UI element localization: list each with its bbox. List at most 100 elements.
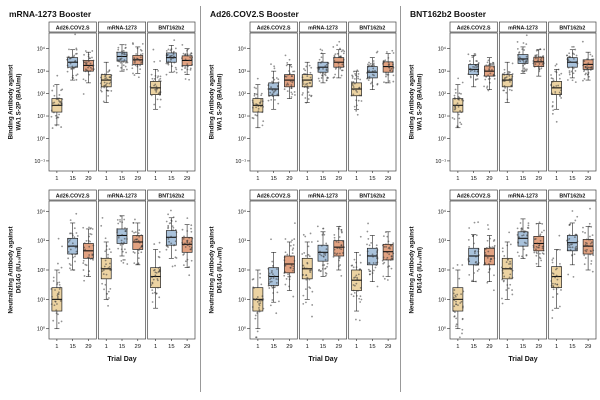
jitter-point (309, 71, 312, 74)
jitter-point (154, 274, 157, 277)
jitter-point (283, 256, 286, 259)
jitter-point (555, 71, 558, 74)
jitter-point (57, 291, 60, 294)
jitter-point (475, 234, 478, 237)
jitter-point (101, 217, 104, 219)
jitter-point (254, 114, 257, 116)
jitter-point (126, 61, 129, 64)
jitter-point (123, 218, 126, 221)
jitter-point (540, 57, 543, 60)
jitter-point (303, 266, 306, 269)
jitter-point (324, 65, 327, 67)
jitter-point (87, 66, 89, 69)
jitter-point (134, 64, 137, 67)
jitter-point (272, 273, 274, 276)
jitter-point (456, 102, 459, 105)
jitter-point (554, 70, 557, 73)
jitter-point (571, 45, 574, 48)
jitter-point (590, 65, 593, 68)
jitter-point (54, 289, 56, 291)
jitter-point (123, 248, 126, 251)
jitter-point (539, 47, 542, 50)
jitter-point (533, 251, 536, 254)
facet-header-box (147, 189, 196, 201)
jitter-point (252, 101, 254, 104)
jitter-point (70, 253, 73, 256)
jitter-point (104, 237, 107, 240)
jitter-point (566, 243, 569, 246)
jitter-point (456, 125, 459, 128)
jitter-point (290, 84, 293, 86)
jitter-point (191, 237, 194, 240)
jitter-point (581, 230, 584, 233)
jitter-point (358, 86, 361, 89)
y-tick-label: 10¹ (438, 114, 446, 120)
jitter-point (275, 77, 278, 79)
jitter-point (107, 267, 110, 269)
jitter-point (508, 276, 511, 279)
jitter-point (139, 56, 142, 59)
jitter-point (88, 270, 91, 273)
jitter-point (292, 70, 294, 73)
jitter-point (355, 266, 358, 269)
jitter-point (259, 302, 262, 305)
jitter-point (157, 75, 160, 78)
jitter-point (120, 248, 123, 251)
jitter-point (166, 54, 169, 57)
jitter-point (190, 57, 193, 60)
jitter-point (589, 207, 591, 210)
jitter-point (117, 236, 120, 239)
jitter-point (75, 74, 78, 77)
jitter-point (175, 68, 178, 71)
jitter-point (151, 289, 154, 292)
jitter-point (156, 278, 159, 280)
jitter-point (170, 242, 173, 245)
jitter-point (551, 93, 554, 96)
jitter-point (167, 213, 170, 216)
jitter-point (151, 77, 154, 80)
jitter-point (273, 67, 276, 70)
jitter-point (341, 252, 344, 254)
jitter-point (487, 89, 490, 92)
jitter-point (505, 91, 508, 94)
jitter-point (157, 267, 160, 269)
jitter-point (356, 113, 359, 116)
binding-boxplot-panel-mrna1273-booster: Binding Antibody against WA1 S-2P (BAU/ml… (8, 21, 196, 182)
jitter-point (184, 78, 187, 80)
jitter-point (159, 270, 162, 273)
jitter-point (67, 245, 70, 248)
jitter-point (153, 60, 156, 63)
jitter-point (483, 263, 485, 266)
jitter-point (165, 49, 168, 52)
jitter-point (175, 235, 178, 238)
jitter-point (382, 275, 385, 278)
y-tick-label: 10² (37, 92, 45, 98)
jitter-point (568, 70, 571, 72)
jitter-point (535, 254, 538, 257)
jitter-point (539, 58, 542, 61)
jitter-point (158, 79, 160, 82)
jitter-point (137, 257, 140, 260)
jitter-point (290, 264, 293, 267)
x-tick-label: 29 (385, 344, 391, 350)
jitter-point (88, 256, 90, 259)
jitter-point (508, 231, 511, 234)
jitter-point (256, 296, 259, 298)
y-tick-label: 10³ (37, 69, 45, 75)
jitter-point (276, 268, 278, 270)
jitter-point (66, 70, 69, 73)
jitter-point (473, 70, 476, 72)
y-tick-label: 10¹ (238, 114, 246, 120)
jitter-point (90, 233, 93, 236)
jitter-point (292, 269, 294, 272)
jitter-point (551, 282, 554, 285)
jitter-point (186, 239, 189, 242)
jitter-point (541, 63, 544, 65)
facet-header-box (48, 21, 97, 33)
jitter-point (103, 73, 106, 76)
jitter-point (255, 106, 257, 109)
jitter-point (454, 295, 457, 298)
jitter-point (452, 310, 455, 312)
jitter-point (556, 248, 559, 251)
jitter-point (123, 68, 125, 71)
